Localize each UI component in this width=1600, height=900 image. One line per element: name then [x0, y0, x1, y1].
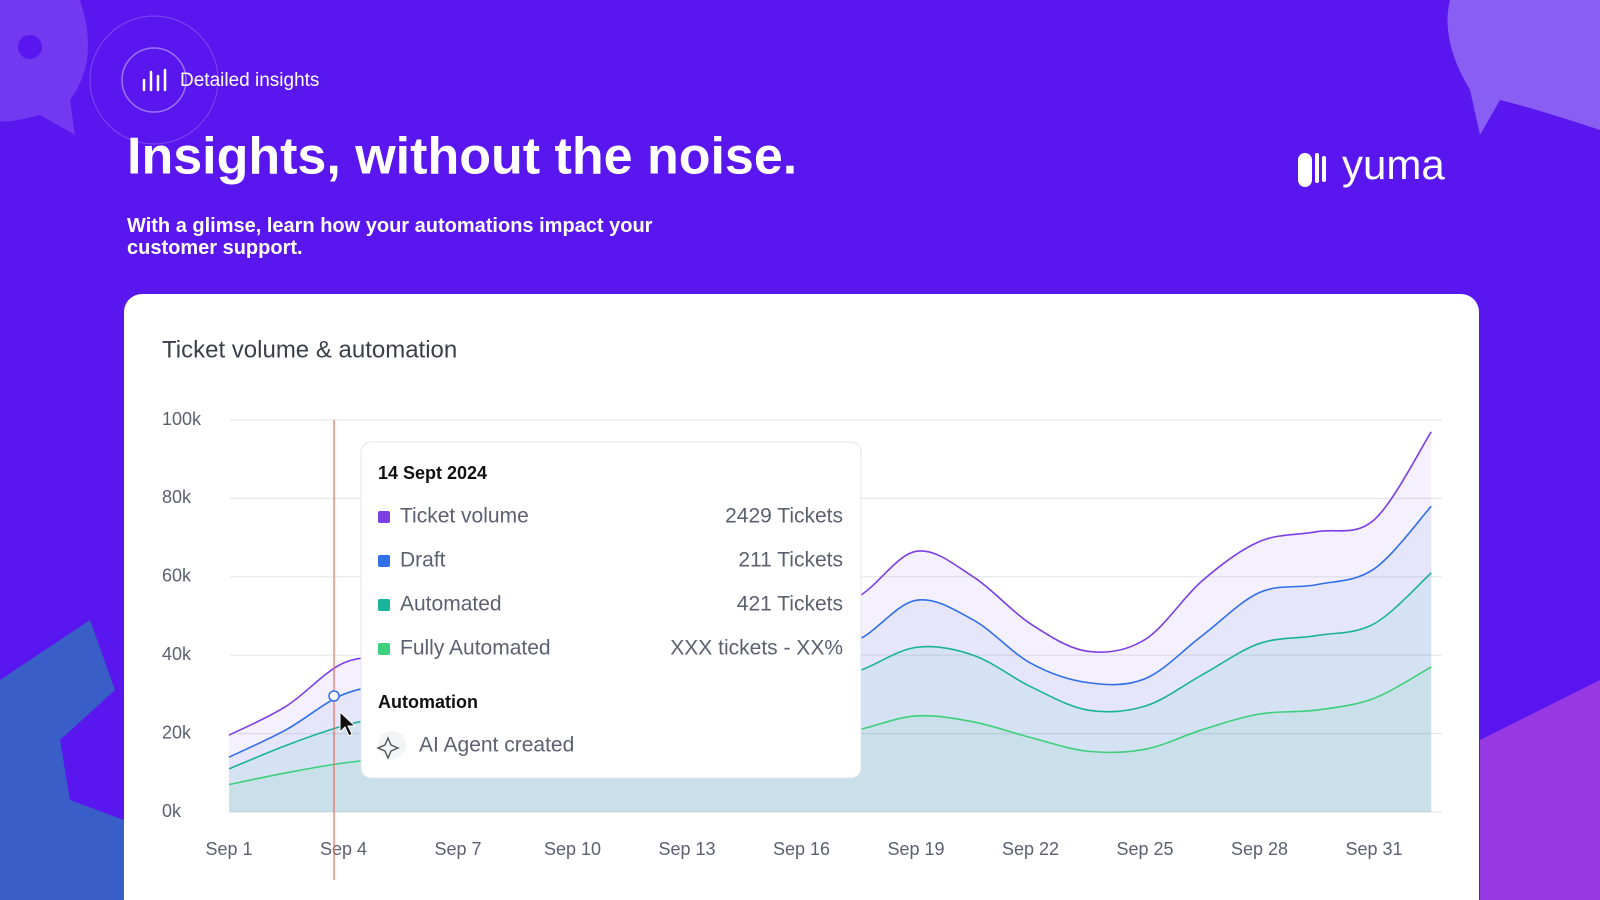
- x-tick-label: Sep 25: [1116, 839, 1173, 859]
- x-tick-label: Sep 28: [1231, 839, 1288, 859]
- bubble-right: [1447, 0, 1600, 135]
- event-icon: [376, 736, 400, 760]
- headline: Insights, without the noise.: [127, 128, 797, 186]
- tooltip-value: 2429 Tickets: [725, 505, 843, 528]
- tooltip-value: XXX tickets - XX%: [670, 637, 843, 660]
- x-tick-label: Sep 19: [887, 839, 944, 859]
- hover-point: [328, 690, 340, 702]
- badge-label: Detailed insights: [180, 70, 319, 91]
- subtitle-box: With a glimse, learn how your automation…: [127, 215, 653, 259]
- y-tick-label: 0k: [162, 801, 182, 821]
- tooltip-event: AI Agent created: [419, 734, 574, 757]
- tooltip-value: 421 Tickets: [737, 593, 843, 616]
- x-tick-label: Sep 10: [544, 839, 601, 859]
- x-tick-label: Sep 16: [773, 839, 830, 859]
- x-tick-label: Sep 4: [320, 839, 367, 859]
- logo: yuma: [1342, 141, 1445, 188]
- bubble-dot: [18, 35, 42, 59]
- y-tick-label: 20k: [162, 722, 192, 742]
- legend-label: Ticket volume: [400, 505, 529, 528]
- chart-title: Ticket volume & automation: [162, 336, 457, 363]
- y-tick-label: 80k: [162, 487, 192, 507]
- x-tick-label: Sep 22: [1002, 839, 1059, 859]
- legend-swatch: [378, 511, 390, 523]
- shape-left: [0, 620, 124, 900]
- cursor: [339, 710, 357, 737]
- legend-label: Automated: [400, 593, 502, 616]
- shape-right: [1480, 680, 1600, 900]
- badge-circle: [121, 47, 187, 113]
- badge-icon: [142, 68, 167, 92]
- legend-label: Draft: [400, 549, 446, 572]
- tooltip-value: 211 Tickets: [738, 549, 843, 572]
- tooltip-box: [360, 441, 862, 779]
- x-tick-label: Sep 1: [205, 839, 252, 859]
- x-tick-label: Sep 31: [1345, 839, 1402, 859]
- legend-swatch: [378, 555, 390, 567]
- bubble-left: [0, 0, 88, 135]
- badge-ring: [89, 15, 219, 145]
- legend-swatch: [378, 599, 390, 611]
- logo-icon: [1298, 153, 1326, 187]
- x-tick-label: Sep 7: [434, 839, 481, 859]
- tooltip: 14 Sept 2024 Ticket volume 2429 Tickets Dra…: [360, 441, 862, 779]
- tooltip-date: 14 Sept 2024: [378, 463, 487, 483]
- y-tick-label: 100k: [162, 409, 202, 429]
- tooltip-section: Automation: [378, 692, 478, 712]
- y-tick-label: 40k: [162, 644, 192, 664]
- x-tick-label: Sep 13: [658, 839, 715, 859]
- subtitle: With a glimse, learn how your automation…: [127, 215, 653, 259]
- y-tick-label: 60k: [162, 566, 192, 586]
- legend-label: Fully Automated: [400, 637, 551, 660]
- legend-swatch: [378, 643, 390, 655]
